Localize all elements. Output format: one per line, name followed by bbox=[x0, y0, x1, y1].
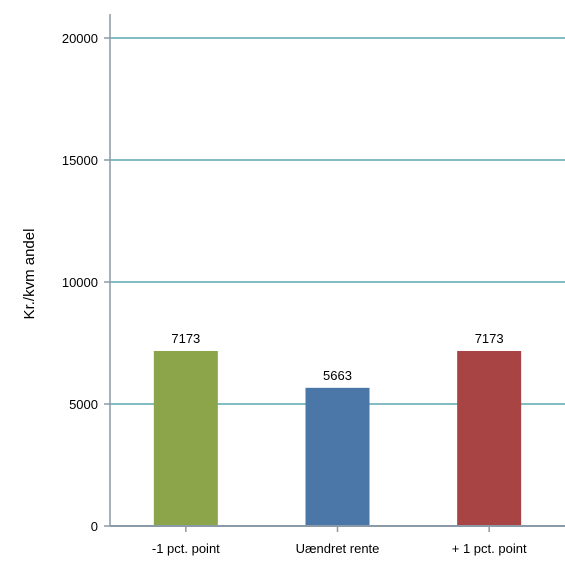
x-tick-label-1: Uændret rente bbox=[296, 541, 380, 556]
bar-2 bbox=[457, 350, 522, 525]
x-tick-label-0: -1 pct. point bbox=[152, 541, 220, 556]
bar-0 bbox=[153, 350, 218, 525]
bar-value-label-1: 5663 bbox=[323, 368, 352, 383]
y-axis-title: Kr./kvm andel bbox=[21, 229, 38, 320]
y-tick-label-1: 5000 bbox=[69, 397, 98, 412]
x-tick-label-2: + 1 pct. point bbox=[452, 541, 527, 556]
y-tick-label-3: 15000 bbox=[62, 153, 98, 168]
y-tick-label-0: 0 bbox=[91, 519, 98, 534]
y-ticks: 0 5000 10000 15000 20000 bbox=[62, 31, 110, 534]
y-tick-label-4: 20000 bbox=[62, 31, 98, 46]
x-ticks: -1 pct. point Uændret rente + 1 pct. point bbox=[152, 526, 527, 556]
bar-1 bbox=[305, 387, 370, 525]
y-tick-label-2: 10000 bbox=[62, 275, 98, 290]
grid-lines bbox=[110, 37, 565, 405]
bar-value-label-0: 7173 bbox=[171, 331, 200, 346]
bar-value-label-2: 7173 bbox=[475, 331, 504, 346]
bars: 7173 5663 7173 bbox=[153, 331, 522, 525]
